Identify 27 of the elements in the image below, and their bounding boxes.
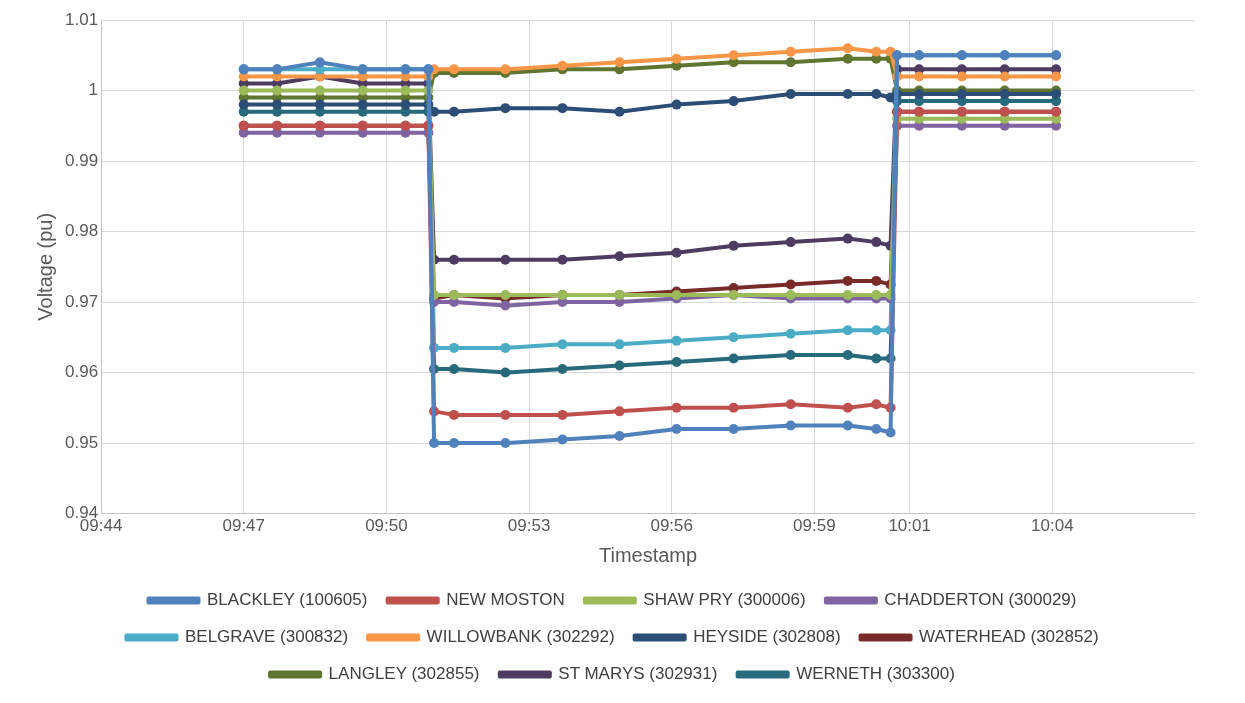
legend-label: HEYSIDE (302808)	[693, 627, 841, 647]
legend-label: WATERHEAD (302852)	[919, 627, 1099, 647]
y-tick-label: 0.98	[64, 221, 99, 241]
y-tick-label: 0.96	[64, 362, 99, 382]
x-axis-title: Timestamp	[598, 543, 698, 566]
legend-label: WILLOWBANK (302292)	[426, 627, 615, 647]
x-tick-label: 10:04	[1031, 516, 1074, 536]
x-tick-label: 09:50	[365, 516, 408, 536]
legend-label: LANGLEY (302855)	[328, 664, 480, 684]
legend-label: WERNETH (303300)	[796, 664, 955, 684]
x-tick-label: 09:59	[793, 516, 836, 536]
y-axis-title: Voltage (pu)	[33, 212, 56, 321]
y-tick-label: 1.01	[64, 9, 99, 29]
legend-label: NEW MOSTON	[446, 590, 565, 610]
legend-label: ST MARYS (302931)	[558, 664, 718, 684]
x-tick-label: 09:56	[650, 516, 693, 536]
x-tick-label: 09:53	[507, 516, 551, 536]
legend-label: SHAW PRY (300006)	[643, 590, 806, 610]
y-tick-label: 0.99	[64, 150, 99, 170]
y-tick-label: 0.95	[64, 432, 99, 452]
legend-label: BLACKLEY (100605)	[207, 590, 368, 610]
y-tick-label: 1	[88, 80, 99, 100]
legend-label: BELGRAVE (300832)	[184, 627, 349, 647]
legend-label: CHADDERTON (300029)	[884, 590, 1077, 610]
x-tick-label: 10:01	[888, 516, 931, 536]
x-tick-label: 09:47	[222, 516, 266, 536]
y-tick-label: 0.97	[64, 291, 99, 311]
